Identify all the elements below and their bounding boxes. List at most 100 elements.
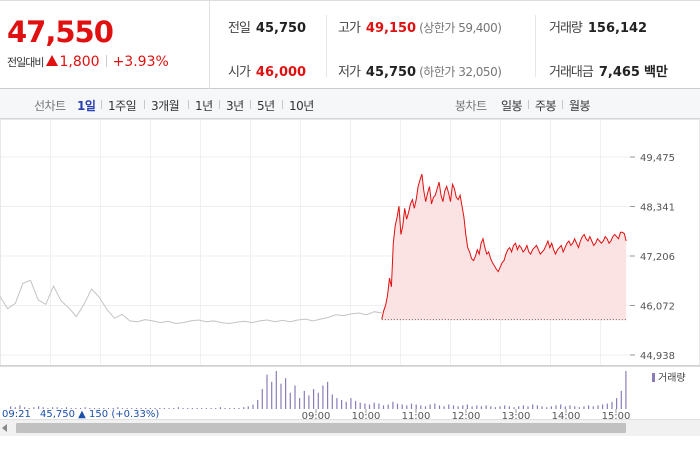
volume-bar (187, 408, 189, 409)
change-separator (105, 55, 107, 67)
y-tick-label: 46,072 (640, 302, 675, 313)
stat-low: 저가 45,750 (하한가 32,050) (338, 61, 502, 80)
toolbar-separator (219, 100, 220, 109)
volume-bar (140, 408, 142, 409)
period-1week[interactable]: 1주일 (108, 99, 137, 113)
volume-bar (504, 405, 506, 409)
period-1day[interactable]: 1일 (77, 99, 96, 113)
volume-bar (592, 406, 594, 409)
period-1year[interactable]: 1년 (195, 99, 213, 113)
volume-bar (541, 406, 543, 409)
y-tick-label: 47,206 (640, 252, 675, 263)
y-tick-label: 49,475 (640, 153, 675, 164)
volume-bar (527, 406, 529, 409)
volume-bar (75, 408, 77, 409)
volume-bar (406, 405, 408, 409)
candle-daily[interactable]: 일봉 (501, 99, 523, 113)
volume-bar (205, 408, 207, 409)
volume-bar (38, 406, 40, 409)
volume-bar (382, 405, 385, 409)
stat-volume: 거래량 156,142 (549, 17, 647, 36)
volume-bar (10, 406, 12, 409)
x-tick-label: 12:00 (452, 411, 481, 419)
x-axis-ticks: 09:00 10:00 11:00 12:00 13:00 14:00 15:00 (302, 409, 631, 419)
x-tick-label: 15:00 (602, 411, 631, 419)
volume-bar (602, 404, 604, 409)
volume-bar (429, 404, 431, 409)
volume-bar (336, 398, 338, 409)
toolbar-separator (282, 100, 283, 109)
volume-bar (163, 408, 165, 409)
candle-monthly[interactable]: 월봉 (569, 99, 591, 113)
volume-bar (625, 371, 627, 409)
volume-bar (210, 408, 212, 409)
volume-bar (606, 403, 608, 409)
y-axis-ticks: 49,475 48,341 47,206 46,072 44,938 (630, 153, 675, 362)
period-5year[interactable]: 5년 (257, 99, 275, 113)
volume-bar (597, 405, 599, 409)
volume-bar (24, 407, 26, 409)
volume-bar (177, 407, 179, 409)
volume-bar (201, 408, 203, 409)
volume-bar (410, 403, 413, 409)
volume-bar (452, 405, 455, 409)
change-amount: 1,800 (59, 54, 100, 70)
stat-value: 45,750 (255, 21, 307, 36)
current-price-box: 47,550 전일대비 1,800 +3.93% (0, 1, 210, 90)
stat-label: 전일 (228, 21, 251, 36)
volume-bar (616, 398, 618, 409)
change-row: 전일대비 1,800 +3.93% (7, 54, 169, 70)
volume-bar (28, 408, 30, 409)
volume-bar (173, 408, 175, 409)
volume-legend-label: 거래량 (658, 372, 686, 384)
volume-bar (420, 405, 422, 409)
stat-divider (326, 15, 327, 77)
volume-legend: 거래량 (652, 372, 686, 384)
stat-prev-close: 전일 45,750 (228, 17, 306, 36)
volume-bar (569, 405, 571, 409)
volume-bar (154, 408, 156, 409)
scroll-thumb[interactable] (16, 423, 626, 433)
period-3year[interactable]: 3년 (226, 99, 244, 113)
volume-bar (215, 408, 217, 409)
volume-bar (378, 403, 380, 409)
volume-bar (327, 381, 329, 409)
volume-bar (196, 408, 198, 409)
volume-bar (131, 408, 133, 409)
volume-bar (191, 408, 193, 409)
volume-bar (564, 406, 566, 409)
volume-bar (555, 405, 557, 409)
volume-bar (434, 403, 436, 409)
scroll-left-arrow-icon[interactable] (2, 424, 7, 432)
stat-unit: 백만 (643, 65, 668, 80)
x-tick-label: 11:00 (402, 411, 431, 419)
volume-bar (289, 392, 291, 409)
volume-bar (364, 403, 366, 409)
volume-bar (285, 378, 287, 409)
volume-bar (345, 401, 347, 409)
lower-limit: (하한가 32,050) (419, 65, 502, 79)
volume-bar (303, 390, 305, 409)
upper-limit: (상한가 59,400) (419, 21, 502, 35)
volume-bar (508, 406, 510, 409)
volume-bar (98, 408, 100, 409)
toolbar-separator (562, 100, 563, 109)
volume-bar (322, 385, 324, 409)
volume-bar (103, 408, 105, 409)
volume-bar (536, 405, 538, 409)
volume-bar (448, 404, 450, 409)
current-price: 47,550 (7, 15, 114, 49)
volume-bar (261, 389, 263, 409)
volume-bar (280, 383, 282, 409)
horizontal-scrollbar[interactable] (0, 419, 700, 436)
volume-bar (611, 401, 613, 409)
candle-weekly[interactable]: 주봉 (535, 99, 557, 113)
volume-bar (252, 404, 254, 409)
readout-time: 09:21 (2, 409, 31, 419)
stat-divider (535, 15, 536, 77)
volume-bar (308, 395, 310, 409)
toolbar-separator (250, 100, 251, 109)
period-10year[interactable]: 10년 (289, 99, 314, 113)
volume-bar (438, 405, 441, 409)
period-3month[interactable]: 3개월 (151, 99, 180, 113)
